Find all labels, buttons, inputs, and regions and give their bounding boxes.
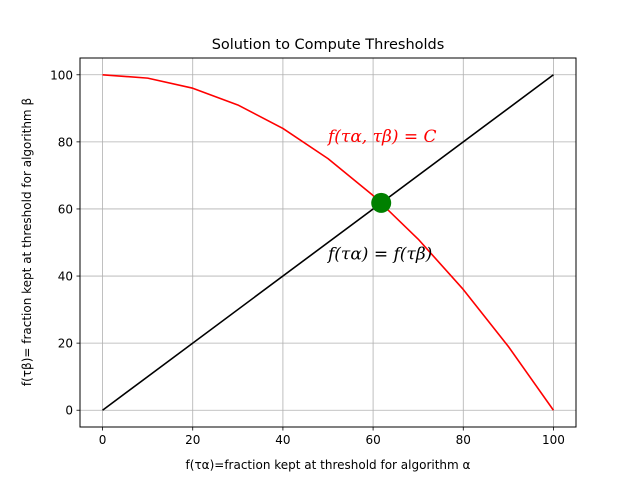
x-tick-label: 60 (365, 433, 380, 447)
y-tick-label: 40 (58, 270, 73, 284)
annotation-equality: f(τα) = f(τβ) (326, 244, 432, 264)
chart-title: Solution to Compute Thresholds (212, 37, 445, 53)
x-tick-label: 20 (185, 433, 200, 447)
annotation-constant: f(τα, τβ) = C (326, 127, 437, 147)
axes-frame (79, 57, 577, 428)
y-tick-label: 20 (58, 337, 73, 351)
y-tick-label: 80 (58, 135, 73, 149)
y-tick-label: 100 (50, 68, 73, 82)
x-axis-label: f(τα)=fraction kept at threshold for alg… (186, 458, 471, 472)
x-tick-label: 100 (542, 433, 565, 447)
x-tick-label: 0 (99, 433, 107, 447)
curve-constant-c (102, 73, 555, 411)
y-tick-label: 0 (65, 404, 73, 418)
x-tick-label: 80 (456, 433, 471, 447)
series-group (102, 73, 555, 411)
line-equal-fraction (102, 74, 554, 411)
intersection-point (371, 192, 392, 213)
intersection-group (371, 192, 392, 213)
annotations: f(τα, τβ) = C f(τα) = f(τβ) (326, 127, 437, 264)
y-tick-label: 60 (58, 202, 73, 216)
y-axis-label: f(τβ)= fraction kept at threshold for al… (20, 98, 34, 386)
ticks: 0 20 40 60 80 100 0 20 40 60 80 100 (50, 68, 565, 447)
grid (80, 58, 576, 427)
x-tick-label: 40 (275, 433, 290, 447)
